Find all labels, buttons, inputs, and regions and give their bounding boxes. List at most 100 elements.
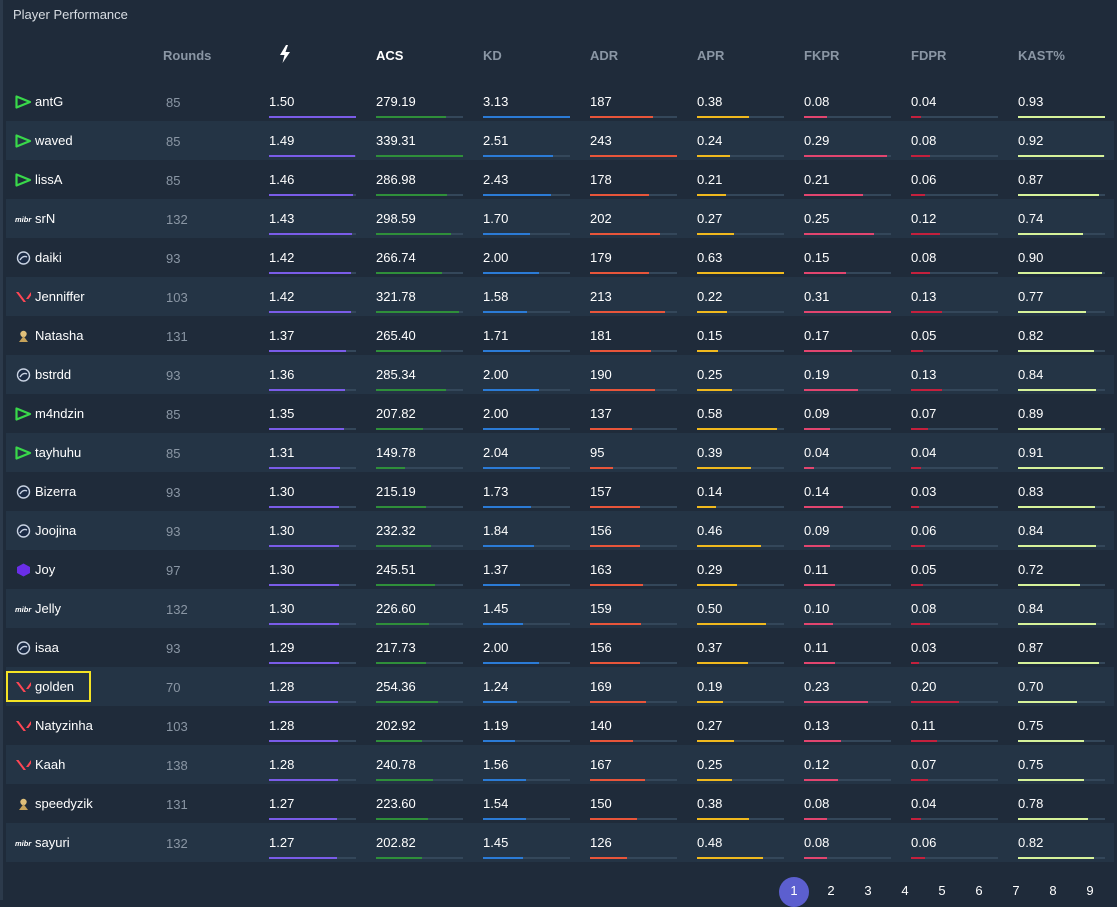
player-rating-bar-fill — [269, 701, 338, 703]
page-button-7[interactable]: 7 — [1012, 883, 1020, 898]
player-fdpr-bar-fill — [911, 116, 921, 118]
player-name[interactable]: Kaah — [35, 757, 66, 772]
player-name[interactable]: waved — [35, 133, 73, 148]
player-name[interactable]: Natyzinha — [35, 718, 93, 733]
header-fdpr[interactable]: FDPR — [911, 48, 947, 63]
header-apr[interactable]: APR — [697, 48, 725, 63]
table-row[interactable]: Kaah 138 1.28 240.78 1.56 167 0.25 0.12 0.07 0.75 — [6, 745, 1114, 784]
player-fdpr: 0.20 — [911, 679, 937, 694]
player-rounds: 93 — [166, 368, 181, 383]
table-row[interactable]: Joy 97 1.30 245.51 1.37 163 0.29 0.11 0.05 0.72 — [6, 550, 1114, 589]
player-name[interactable]: srN — [35, 211, 56, 226]
table-row[interactable]: Jenniffer 103 1.42 321.78 1.58 213 0.22 0.31 0.1… — [6, 277, 1114, 316]
lightning-icon[interactable] — [279, 45, 291, 63]
player-name[interactable]: Bizerra — [35, 484, 77, 499]
page-button-4[interactable]: 4 — [901, 883, 909, 898]
player-acs-bar — [376, 389, 463, 391]
player-apr-bar-fill — [697, 116, 749, 118]
player-name[interactable]: sayuri — [35, 835, 70, 850]
player-apr: 0.24 — [697, 133, 723, 148]
player-name[interactable]: Jelly — [35, 601, 62, 616]
page-button-6[interactable]: 6 — [975, 883, 983, 898]
player-adr: 163 — [590, 562, 612, 577]
player-adr: 187 — [590, 94, 612, 109]
player-name[interactable]: antG — [35, 94, 64, 109]
player-rating: 1.30 — [269, 601, 295, 616]
table-row[interactable]: isaa 93 1.29 217.73 2.00 156 0.37 0.11 0.03 0.87 — [6, 628, 1114, 667]
table-row[interactable]: Natasha 131 1.37 265.40 1.71 181 0.15 0.17 0.05 0… — [6, 316, 1114, 355]
player-rating: 1.28 — [269, 718, 295, 733]
player-rounds: 93 — [166, 485, 181, 500]
table-row[interactable]: Natyzinha 103 1.28 202.92 1.19 140 0.27 0.13 0.1… — [6, 706, 1114, 745]
table-row[interactable]: mibr Jelly 132 1.30 226.60 1.45 159 0.50 0.10 0.0… — [6, 589, 1114, 628]
table-row[interactable]: tayhuhu 85 1.31 149.78 2.04 95 0.39 0.04 0.04 0.9… — [6, 433, 1114, 472]
table-row[interactable]: daiki 93 1.42 266.74 2.00 179 0.63 0.15 0.08 0.90 — [6, 238, 1114, 277]
player-fdpr-bar-fill — [911, 233, 940, 235]
player-kd-bar-fill — [483, 350, 530, 352]
player-name[interactable]: bstrdd — [35, 367, 72, 382]
player-rating-bar-fill — [269, 272, 351, 274]
player-kd-bar-fill — [483, 311, 527, 313]
player-name[interactable]: Jenniffer — [35, 289, 85, 304]
player-apr: 0.21 — [697, 172, 723, 187]
page-button-3[interactable]: 3 — [864, 883, 872, 898]
table-row[interactable]: golden 70 1.28 254.36 1.24 169 0.19 0.23 0.20 0.7… — [6, 667, 1114, 706]
player-fdpr-bar — [911, 155, 998, 157]
furia-team-logo-icon — [15, 329, 32, 343]
table-row[interactable]: mibr sayuri 132 1.27 202.82 1.45 126 0.48 0.08 0.… — [6, 823, 1114, 862]
table-row[interactable]: Bizerra 93 1.30 215.19 1.73 157 0.14 0.14 0.03 0.… — [6, 472, 1114, 511]
table-row[interactable]: lissA 85 1.46 286.98 2.43 178 0.21 0.21 0.06 0.87 — [6, 160, 1114, 199]
player-adr: 95 — [590, 445, 605, 460]
table-row[interactable]: waved 85 1.49 339.31 2.51 243 0.24 0.29 0.08 0.92 — [6, 121, 1114, 160]
page-button-5[interactable]: 5 — [938, 883, 946, 898]
player-rating-bar-fill — [269, 584, 339, 586]
table-row[interactable]: speedyzik 131 1.27 223.60 1.54 150 0.38 0.08 0.0… — [6, 784, 1114, 823]
player-adr-bar — [590, 311, 677, 313]
table-row[interactable]: mibr srN 132 1.43 298.59 1.70 202 0.27 0.25 0.12 0… — [6, 199, 1114, 238]
player-rating-bar-fill — [269, 389, 345, 391]
page-button-2[interactable]: 2 — [827, 883, 835, 898]
player-table-body: antG 85 1.50 279.19 3.13 187 0.38 0.08 0.04 0.93 w… — [6, 82, 1114, 862]
player-fdpr-bar-fill — [911, 389, 942, 391]
header-kast[interactable]: KAST% — [1018, 48, 1065, 63]
player-rounds: 93 — [166, 641, 181, 656]
table-row[interactable]: Joojina 93 1.30 232.32 1.84 156 0.46 0.09 0.06 0.… — [6, 511, 1114, 550]
player-name[interactable]: Joy — [35, 562, 56, 577]
player-name[interactable]: Joojina — [35, 523, 77, 538]
header-adr[interactable]: ADR — [590, 48, 619, 63]
header-fkpr[interactable]: FKPR — [804, 48, 840, 63]
table-row[interactable]: antG 85 1.50 279.19 3.13 187 0.38 0.08 0.04 0.93 — [6, 82, 1114, 121]
player-name[interactable]: daiki — [35, 250, 62, 265]
header-kd[interactable]: KD — [483, 48, 502, 63]
table-row[interactable]: bstrdd 93 1.36 285.34 2.00 190 0.25 0.19 0.13 0.8… — [6, 355, 1114, 394]
player-rating-bar-fill — [269, 428, 344, 430]
player-fdpr-bar — [911, 233, 998, 235]
player-rounds: 132 — [166, 602, 188, 617]
page-button-1[interactable]: 1 — [779, 877, 809, 907]
player-fkpr-bar-fill — [804, 740, 841, 742]
player-fdpr: 0.11 — [911, 718, 936, 733]
header-acs[interactable]: ACS — [376, 48, 404, 63]
player-name[interactable]: Natasha — [35, 328, 84, 343]
player-name[interactable]: speedyzik — [35, 796, 93, 811]
player-kast-bar-fill — [1018, 857, 1094, 859]
player-name[interactable]: isaa — [35, 640, 59, 655]
player-name[interactable]: tayhuhu — [35, 445, 82, 460]
player-fkpr-bar-fill — [804, 818, 827, 820]
player-rating-bar — [269, 350, 356, 352]
player-fdpr-bar-fill — [911, 701, 959, 703]
table-row[interactable]: m4ndzin 85 1.35 207.82 2.00 137 0.58 0.09 0.07 0.… — [6, 394, 1114, 433]
header-rounds[interactable]: Rounds — [163, 48, 212, 63]
page-button-8[interactable]: 8 — [1049, 883, 1057, 898]
player-fkpr-bar — [804, 623, 891, 625]
player-fdpr-bar — [911, 506, 998, 508]
player-apr-bar-fill — [697, 623, 766, 625]
page-button-9[interactable]: 9 — [1086, 883, 1094, 898]
player-kast-bar — [1018, 350, 1105, 352]
player-apr-bar-fill — [697, 584, 737, 586]
player-name[interactable]: m4ndzin — [35, 406, 85, 421]
player-name[interactable]: lissA — [35, 172, 63, 187]
player-name[interactable]: golden — [35, 679, 75, 694]
player-fkpr: 0.31 — [804, 289, 830, 304]
player-rating: 1.31 — [269, 445, 295, 460]
